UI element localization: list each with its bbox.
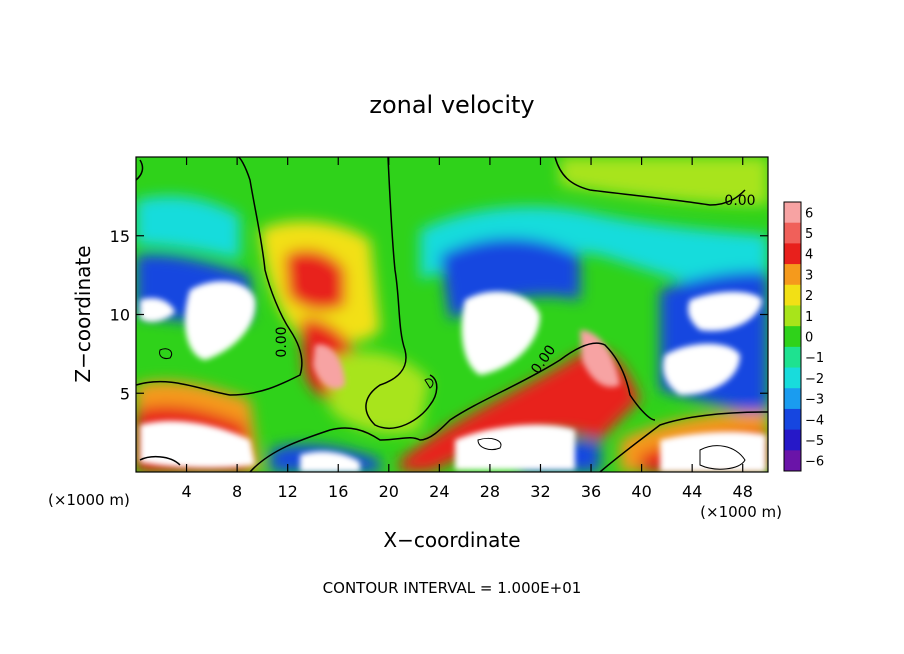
x-axis-label: X−coordinate — [383, 528, 520, 552]
colorbar-swatch — [784, 222, 801, 244]
y-axis-label: Z−coordinate — [71, 245, 95, 382]
x-tick-label: 12 — [278, 482, 298, 501]
colorbar-label: −4 — [805, 413, 824, 428]
x-tick-label: 36 — [581, 482, 601, 501]
colorbar-swatch — [784, 202, 801, 224]
colorbar-swatch — [784, 408, 801, 431]
colorbar: 6 5 4 3 2 1 0 −1 −2 −3 −4 −5 −6 — [783, 201, 824, 472]
colorbar-label: 0 — [805, 331, 813, 346]
colorbar-swatch — [784, 429, 801, 451]
colorbar-swatch — [784, 305, 801, 327]
y-axis: 5 10 15 — [110, 227, 768, 403]
x-tick-label: 8 — [232, 482, 242, 501]
colorbar-label: −2 — [805, 372, 824, 387]
x-tick-label: 4 — [181, 482, 191, 501]
contour-label: 0.00 — [274, 326, 290, 357]
x-tick-label: 40 — [631, 482, 651, 501]
colorbar-label: 6 — [805, 206, 813, 221]
heatmap-field — [136, 157, 768, 472]
colorbar-swatch — [784, 346, 801, 369]
colorbar-label: −1 — [805, 351, 824, 366]
colorbar-frame — [783, 201, 802, 472]
colorbar-label: −6 — [805, 455, 824, 470]
colorbar-label: 1 — [805, 310, 813, 325]
colorbar-swatch — [784, 264, 801, 286]
x-tick-label: 48 — [733, 482, 753, 501]
colorbar-swatch — [784, 450, 801, 472]
x-tick-label: 32 — [530, 482, 550, 501]
y-tick-label: 5 — [120, 384, 130, 403]
x-tick-label: 24 — [429, 482, 449, 501]
x-tick-label: 20 — [379, 482, 399, 501]
x-axis-unit: (×1000 m) — [700, 503, 782, 521]
y-axis-unit: (×1000 m) — [48, 491, 130, 509]
colorbar-label: 4 — [805, 248, 813, 263]
colorbar-label: 5 — [805, 227, 813, 242]
x-axis: 4 8 12 16 20 24 28 32 36 40 44 48 — [181, 157, 753, 501]
colorbar-label: −3 — [805, 393, 824, 408]
colorbar-swatch — [784, 284, 801, 306]
y-tick-label: 15 — [110, 227, 130, 246]
contour-lines — [136, 157, 768, 472]
x-tick-label: 28 — [480, 482, 500, 501]
colorbar-swatch — [784, 243, 801, 265]
x-tick-label: 44 — [682, 482, 702, 501]
x-tick-label: 16 — [328, 482, 348, 501]
colorbar-swatch — [784, 326, 801, 348]
chart-title: zonal velocity — [369, 91, 534, 119]
colorbar-label: −5 — [805, 434, 824, 449]
contour-label: 0.00 — [724, 193, 755, 209]
colorbar-swatch — [784, 367, 801, 389]
colorbar-swatch — [784, 388, 801, 410]
contour-interval-footer: CONTOUR INTERVAL = 1.000E+01 — [323, 579, 582, 597]
y-tick-label: 10 — [110, 306, 130, 325]
colorbar-label: 3 — [805, 268, 813, 283]
colorbar-label: 2 — [805, 289, 813, 304]
